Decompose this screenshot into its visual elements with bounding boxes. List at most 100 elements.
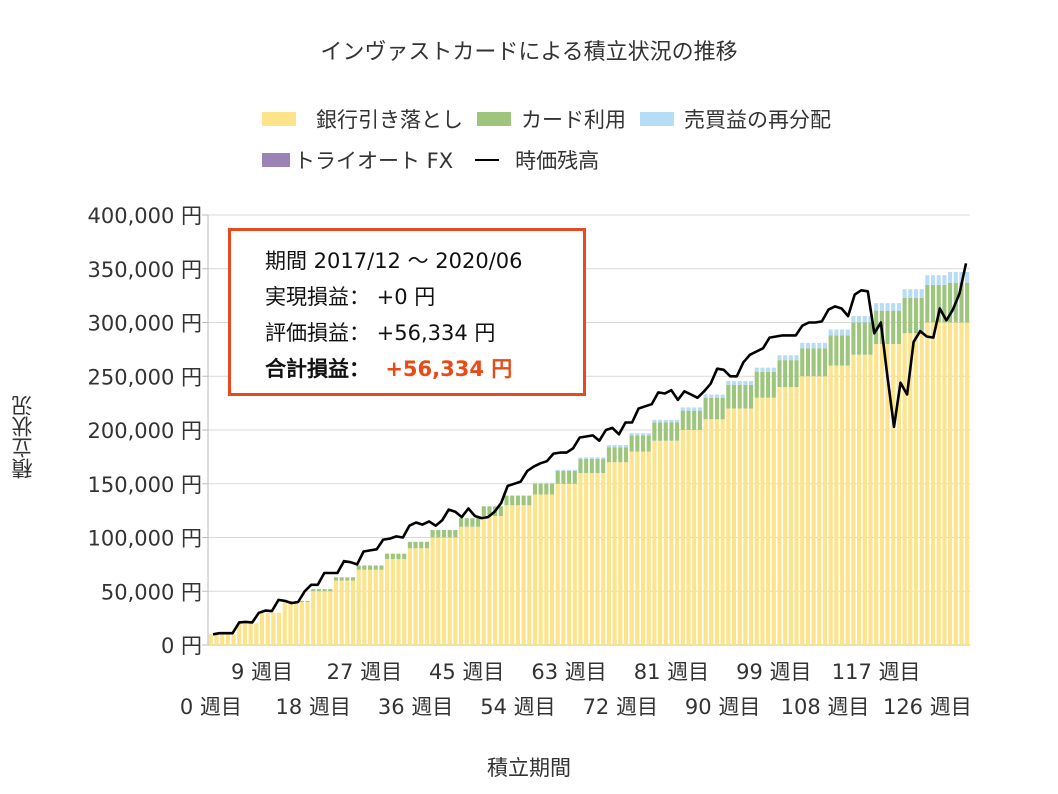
summary-unrealized: 評価損益： +56,334 円 [265,321,496,345]
bar-card [356,565,361,570]
bar-bank [470,526,475,645]
x-axis-label: 積立期間 [487,756,571,780]
bar-card [783,360,788,388]
bar-bank [686,430,691,645]
bar-bank [282,602,287,645]
bar-card [527,495,532,506]
bar-bank [726,408,731,645]
bar-card [584,459,589,473]
y-tick-label: 150,000 円 [87,473,202,497]
legend-label-bank: 銀行引き落とし [316,108,463,132]
bar-bank [658,440,663,645]
bar-card [663,422,668,441]
bar-bank [652,440,657,645]
line-market-value [212,263,968,636]
bar-bank [277,612,282,645]
bar-bank [385,559,390,645]
bar-bank [515,505,520,645]
bar-redistribution [766,367,771,372]
bar-redistribution [879,303,884,311]
bar-card [470,518,475,527]
bar-redistribution [578,457,583,460]
bar-card [311,589,316,592]
bar-card [965,282,970,323]
bar-card [453,529,458,538]
bar-card [669,422,674,441]
bar-card [339,577,344,581]
bar-redistribution [629,433,634,436]
bar-bank [805,376,810,645]
x-tick-label-lower: 108 週目 [781,695,870,719]
bar-card [419,541,424,549]
bar-card [464,518,469,527]
bar-card [601,459,606,473]
bar-bank [868,354,873,645]
bar-redistribution [720,394,725,398]
bar-bank [305,602,310,645]
bar-redistribution [845,329,850,336]
bar-redistribution [697,407,702,411]
bar-redistribution [800,342,805,349]
bar-card [714,397,719,420]
bar-bank [220,634,225,645]
x-tick-label-upper: 45 週目 [429,660,504,684]
bar-bank [407,548,412,645]
bar-redistribution [788,355,793,361]
x-tick-label-lower: 90 週目 [685,695,760,719]
x-tick-label-upper: 117 週目 [832,660,921,684]
bar-bank [834,365,839,645]
bar-bank [459,526,464,645]
bar-card [896,310,901,344]
bar-bank [663,440,668,645]
bar-redistribution [709,394,714,398]
bar-card [316,589,321,592]
bar-card [868,322,873,355]
bar-card [737,384,742,409]
bar-bank [487,516,492,645]
bar-bank [447,537,452,645]
bar-bank [697,430,702,645]
bar-card [521,495,526,506]
bar-redistribution [953,271,958,283]
bar-bank [925,322,930,645]
bar-bank [356,569,361,645]
bar-redistribution [549,482,555,484]
bar-card [936,284,941,323]
bar-card [322,589,327,592]
bar-bank [714,419,719,645]
bar-bank [237,623,242,645]
bar-bank [783,387,788,645]
bar-card [459,518,464,527]
bar-bank [544,494,549,645]
bar-redistribution [913,289,919,298]
bar-redistribution [623,445,629,448]
bar-card [822,348,828,377]
summary-total-label: 合計損益： [265,357,370,381]
bar-card [487,506,492,516]
bar-redistribution [930,275,936,285]
bar-bank [754,397,759,645]
bar-bank [885,344,890,645]
bar-bank [817,376,822,645]
bar-card [811,348,816,377]
bar-redistribution [896,303,901,311]
bar-redistribution [663,419,668,423]
legend-swatch-triauto [262,153,290,167]
bar-bank [231,634,236,645]
bar-redistribution [561,469,566,471]
legend-item-market-value: 時価残高 [467,145,599,175]
bar-bank [595,473,600,645]
bar-bank [851,354,856,645]
bar-bank [822,376,828,645]
bar-bank [413,548,418,645]
bar-bank [453,537,458,645]
bar-redistribution [874,303,879,311]
bar-card [385,553,390,560]
legend-row-2: トライオート FX 時価残高 [262,145,613,175]
bar-bank [521,505,526,645]
bar-bank [965,322,970,645]
bar-bank [436,537,441,645]
bar-bank [424,548,429,645]
bar-card [697,410,702,430]
